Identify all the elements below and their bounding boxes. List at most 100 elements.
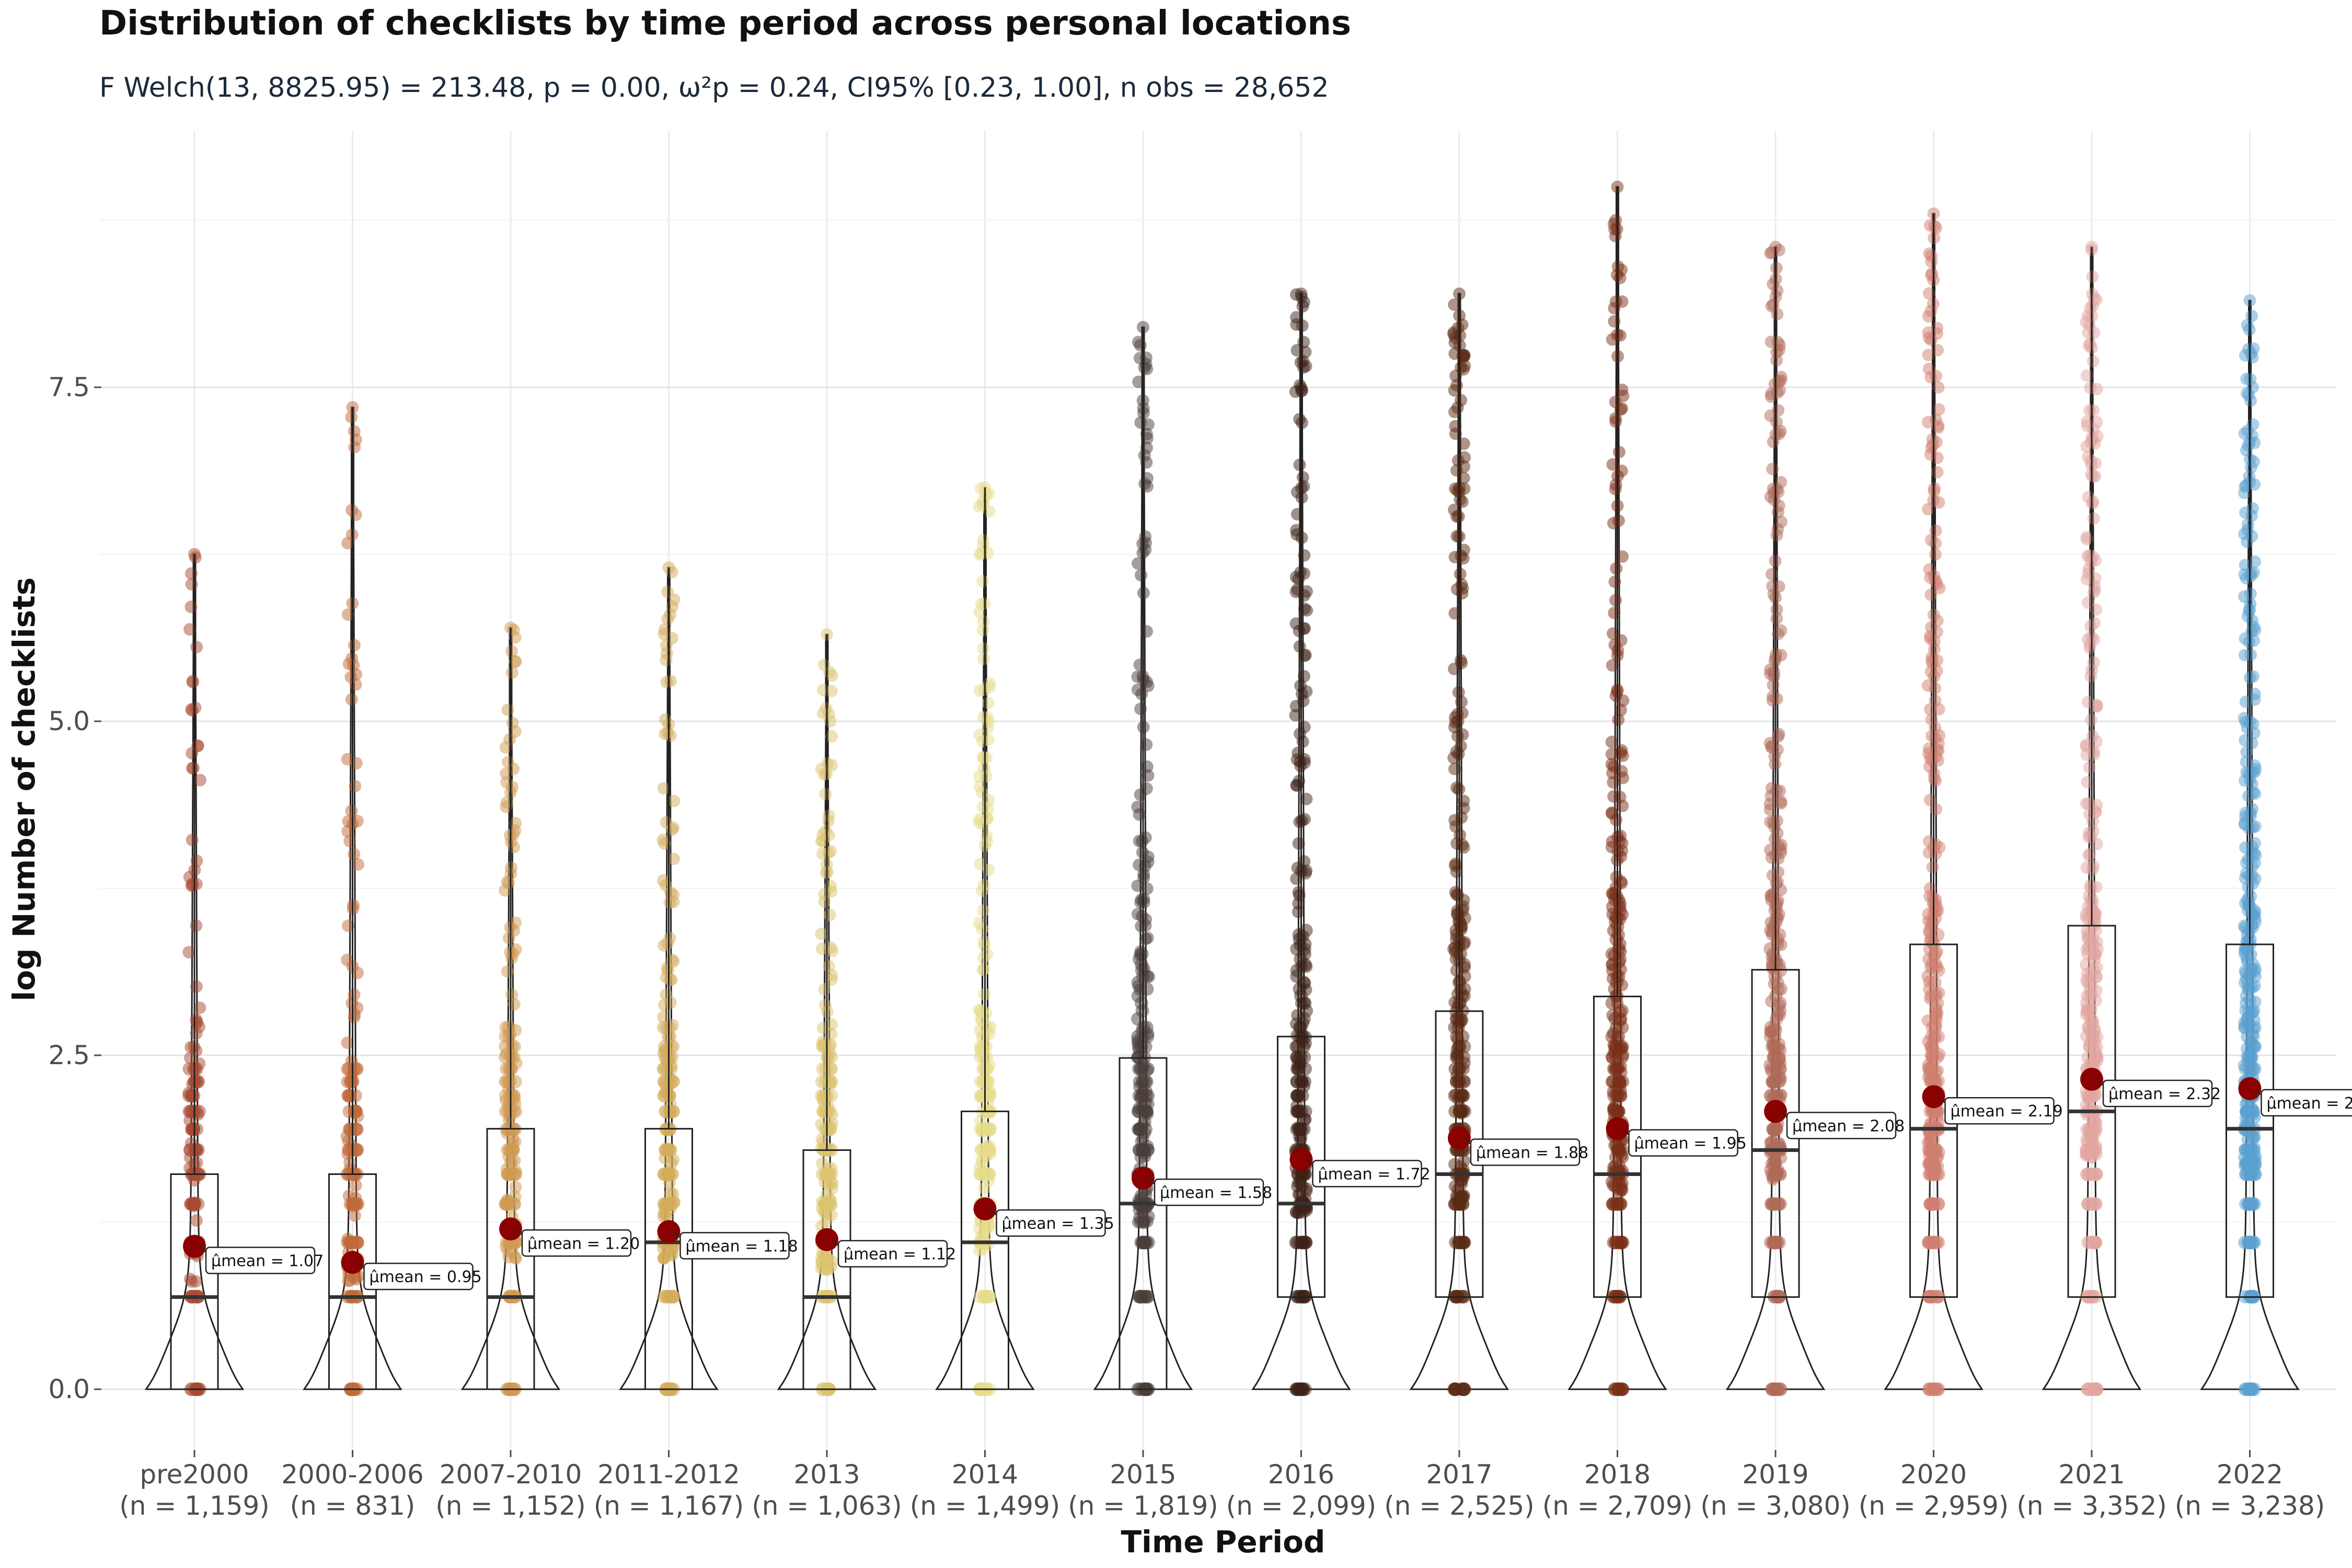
data-point xyxy=(1616,1151,1629,1164)
data-point xyxy=(2249,555,2262,568)
data-point xyxy=(1774,938,1788,951)
data-point xyxy=(1133,352,1146,365)
data-point xyxy=(1923,926,1936,939)
data-point xyxy=(2244,1236,2258,1250)
mean-label-leader xyxy=(1148,1178,1155,1185)
mean-label-leader xyxy=(199,1246,206,1253)
data-point xyxy=(1605,735,1618,748)
data-point xyxy=(984,1147,997,1160)
x-tick-label: 2014 xyxy=(952,1459,1018,1490)
data-point xyxy=(501,704,514,717)
data-point xyxy=(1774,797,1788,810)
x-axis-title: Time Period xyxy=(1121,1524,1325,1560)
mean-label: μ̂mean = 1.35 xyxy=(989,1208,1114,1237)
data-point xyxy=(2238,712,2251,725)
x-tick-label: 2007-2010 xyxy=(440,1459,582,1490)
data-point xyxy=(2083,404,2096,417)
group-2000-2006: μ̂mean = 0.95 xyxy=(303,401,482,1396)
data-point xyxy=(1765,916,1778,929)
data-point xyxy=(1926,936,1939,949)
group-2020: μ̂mean = 2.19 xyxy=(1884,207,2063,1396)
data-point xyxy=(341,753,354,766)
data-point xyxy=(342,919,355,932)
data-point xyxy=(501,965,514,978)
x-tick-label: 2022 xyxy=(2217,1459,2283,1490)
mean-point xyxy=(1289,1148,1313,1171)
x-tick-n-label: (n = 1,167) xyxy=(594,1491,744,1521)
data-point xyxy=(2246,670,2259,683)
data-point xyxy=(1774,624,1788,637)
x-tick-label: 2015 xyxy=(1110,1459,1176,1490)
data-point xyxy=(1765,995,1778,1008)
groups: μ̂mean = 1.07 μ̂mean = 0.95 μ̂mean = 1.20 μ… xyxy=(144,180,2352,1396)
x-tick-n-label: (n = 3,238) xyxy=(2175,1491,2325,1521)
y-tick-label: 7.5 xyxy=(48,372,90,402)
data-point xyxy=(1612,713,1625,726)
data-point xyxy=(2090,293,2103,306)
data-point xyxy=(1768,665,1781,678)
mean-label-text: μ̂mean = 1.12 xyxy=(844,1246,956,1264)
data-point xyxy=(658,1207,671,1220)
data-point xyxy=(2088,616,2101,629)
data-point xyxy=(2086,355,2100,368)
data-point xyxy=(2085,1197,2099,1211)
data-point xyxy=(2081,776,2094,789)
mean-label-box xyxy=(996,1209,1106,1237)
data-point xyxy=(2090,971,2103,984)
data-point xyxy=(349,509,362,522)
data-points xyxy=(1447,287,1471,1396)
data-point xyxy=(2239,806,2252,820)
data-point xyxy=(1771,894,1784,907)
mean-label-leader xyxy=(1938,1096,1946,1103)
data-point xyxy=(1297,695,1310,708)
data-point xyxy=(1455,695,1468,708)
data-point xyxy=(1923,882,1936,895)
data-point xyxy=(1292,837,1305,850)
chart-title: Distribution of checklists by time perio… xyxy=(99,4,1352,43)
mean-label: μ̂mean = 2.32 xyxy=(2096,1079,2221,1108)
data-point xyxy=(186,676,199,689)
data-point xyxy=(341,608,354,621)
data-point xyxy=(509,1024,522,1037)
data-point xyxy=(193,774,206,787)
data-point xyxy=(499,741,512,754)
data-point xyxy=(663,1177,676,1190)
data-point xyxy=(983,505,996,518)
data-point xyxy=(665,1289,679,1304)
mean-label-box xyxy=(837,1240,948,1267)
data-point xyxy=(1617,389,1630,402)
data-point xyxy=(2090,700,2103,713)
data-point xyxy=(815,927,828,940)
data-point xyxy=(2090,984,2103,997)
data-point xyxy=(2080,748,2093,761)
data-point xyxy=(2239,1156,2252,1169)
data-point xyxy=(185,880,198,893)
data-point xyxy=(1770,345,1783,359)
data-point xyxy=(1292,1052,1305,1065)
data-point xyxy=(1771,1089,1784,1102)
data-point xyxy=(1606,1197,1620,1211)
group-2016: μ̂mean = 1.72 xyxy=(1251,287,1431,1396)
data-point xyxy=(505,666,518,679)
data-point xyxy=(1456,1382,1470,1396)
group-2022: μ̂mean = 2.25 xyxy=(2200,294,2352,1396)
box xyxy=(961,1110,1009,1390)
data-point xyxy=(1929,548,1942,561)
mean-label-text: μ̂mean = 1.58 xyxy=(1160,1184,1272,1202)
data-point xyxy=(1457,460,1470,473)
data-point xyxy=(1449,331,1462,344)
x-tick-label: 2018 xyxy=(1584,1459,1651,1490)
data-point xyxy=(664,729,677,742)
data-point xyxy=(1608,315,1621,328)
data-point xyxy=(1771,506,1784,519)
data-point xyxy=(1926,754,1939,767)
data-point xyxy=(2083,337,2096,350)
mean-label-text: μ̂mean = 2.19 xyxy=(1951,1102,2063,1121)
data-point xyxy=(1293,412,1306,425)
data-point xyxy=(976,574,989,587)
data-point xyxy=(1615,1382,1629,1396)
mean-point xyxy=(2238,1077,2262,1100)
group-pre2000: μ̂mean = 1.07 xyxy=(144,548,324,1396)
x-tick-label: 2020 xyxy=(1900,1459,1967,1490)
